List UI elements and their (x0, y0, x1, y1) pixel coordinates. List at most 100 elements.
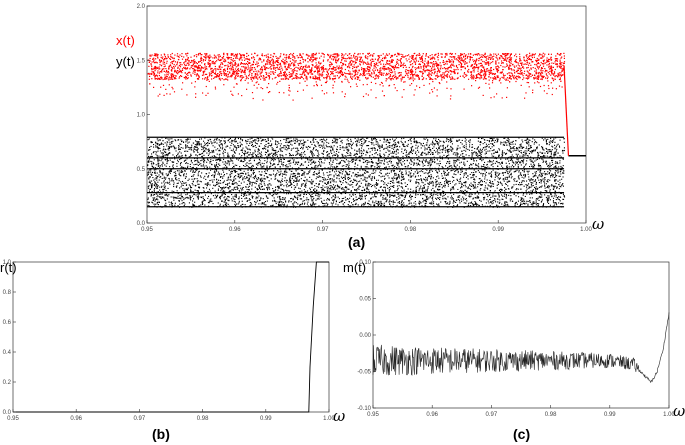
y-point (198, 192, 200, 194)
y-point (493, 200, 495, 202)
y-point (397, 202, 399, 204)
y-point (213, 142, 215, 144)
y-point (491, 153, 493, 155)
y-point (181, 166, 183, 168)
y-point (177, 205, 179, 207)
y-point (241, 172, 243, 174)
y-point (407, 145, 409, 147)
y-point (169, 171, 171, 173)
y-point (195, 169, 197, 171)
y-point (376, 164, 378, 166)
y-point (508, 175, 510, 177)
y-point (159, 186, 161, 188)
y-point (334, 154, 336, 156)
y-point (523, 180, 525, 182)
y-point (530, 186, 532, 188)
y-point (418, 155, 420, 157)
y-point (331, 178, 333, 180)
y-point (561, 184, 563, 186)
y-point (240, 143, 242, 145)
y-point (453, 169, 455, 171)
y-point (244, 191, 246, 193)
y-point (474, 182, 476, 184)
y-point (559, 169, 561, 171)
y-point (348, 143, 350, 145)
y-point (446, 181, 448, 183)
y-point (231, 173, 233, 175)
y-point (198, 171, 200, 173)
y-point (168, 153, 170, 155)
y-point (423, 190, 425, 192)
y-point (471, 146, 473, 148)
y-point (153, 146, 155, 148)
y-point (388, 153, 390, 155)
y-point (289, 165, 291, 167)
y-point (383, 198, 385, 200)
y-point (224, 151, 226, 153)
y-point (268, 154, 270, 156)
y-point (283, 190, 285, 192)
y-point (400, 175, 402, 177)
y-point (372, 172, 374, 174)
y-point (155, 177, 157, 179)
y-point (161, 164, 163, 166)
y-point (380, 205, 382, 207)
y-point (344, 161, 346, 163)
y-point (405, 152, 407, 154)
y-point (280, 149, 282, 151)
y-point (392, 195, 394, 197)
y-point (310, 191, 312, 193)
y-point (332, 195, 334, 197)
y-point (160, 191, 162, 193)
y-point (233, 151, 235, 153)
y-point (229, 141, 231, 143)
y-point (323, 149, 325, 151)
y-point (312, 155, 314, 157)
y-point (161, 143, 163, 145)
y-point (152, 171, 154, 173)
y-point (295, 174, 297, 176)
y-point (236, 186, 238, 188)
y-point (469, 167, 471, 169)
y-point (294, 142, 296, 144)
y-point (482, 175, 484, 177)
y-point (161, 182, 163, 184)
y-point (297, 203, 299, 205)
y-point (398, 141, 400, 143)
y-point (222, 152, 224, 154)
y-point (490, 172, 492, 174)
y-point (220, 143, 222, 145)
y-point (166, 193, 168, 195)
y-point (206, 187, 208, 189)
y-point (439, 186, 441, 188)
y-point (541, 146, 543, 148)
y-point (266, 177, 268, 179)
y-point (546, 143, 548, 145)
y-point (521, 197, 523, 199)
y-point (389, 188, 391, 190)
y-point (533, 143, 535, 145)
y-point (239, 160, 241, 162)
y-point (463, 185, 465, 187)
y-point (432, 152, 434, 154)
y-point (370, 178, 372, 180)
y-point (435, 147, 437, 149)
y-point (470, 182, 472, 184)
y-point (478, 193, 480, 195)
y-point (465, 150, 467, 152)
y-point (516, 147, 518, 149)
y-point (520, 199, 522, 201)
y-point (370, 204, 372, 206)
y-point (337, 196, 339, 198)
y-point (181, 195, 183, 197)
y-point (318, 170, 320, 172)
y-point (219, 196, 221, 198)
y-point (169, 146, 171, 148)
y-point (425, 176, 427, 178)
y-point (223, 187, 225, 189)
y-point (175, 174, 177, 176)
y-point (256, 155, 258, 157)
y-point (475, 171, 477, 173)
y-point (324, 159, 326, 161)
y-point (327, 192, 329, 194)
